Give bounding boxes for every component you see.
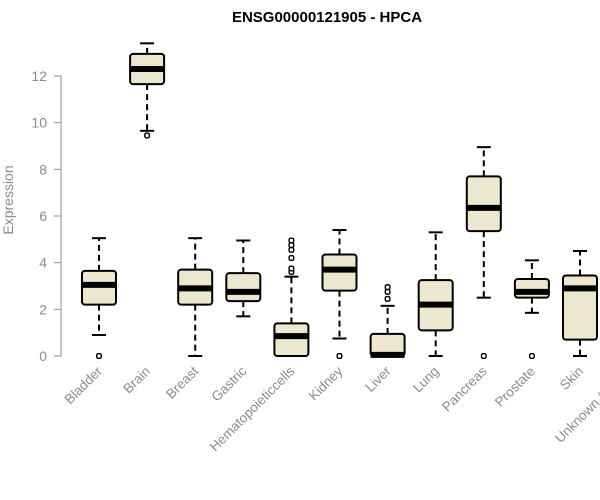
x-tick-label: Skin bbox=[557, 364, 586, 393]
x-tick-label: Pancreas bbox=[439, 363, 490, 414]
outlier-point bbox=[528, 353, 535, 360]
outlier-point bbox=[288, 246, 295, 253]
y-tick-label: 6 bbox=[39, 208, 47, 224]
iqr-box bbox=[273, 322, 310, 358]
box-7 bbox=[417, 231, 454, 357]
box-4 bbox=[273, 237, 310, 358]
y-tick-label: 4 bbox=[39, 255, 47, 271]
box-3 bbox=[225, 239, 262, 318]
box-1 bbox=[129, 42, 166, 139]
outlier-point bbox=[384, 288, 391, 295]
outlier-point bbox=[288, 254, 295, 261]
boxes-layer bbox=[81, 42, 598, 360]
iqr-box bbox=[225, 272, 262, 303]
outlier-point bbox=[480, 353, 487, 360]
iqr-box bbox=[562, 274, 598, 341]
x-tick-label: Breast bbox=[163, 363, 201, 401]
y-tick-label: 2 bbox=[39, 301, 47, 317]
x-tick-label: Kidney bbox=[306, 363, 346, 403]
box-0 bbox=[81, 237, 117, 360]
outlier-point bbox=[144, 132, 151, 139]
box-5 bbox=[321, 229, 358, 360]
outlier-point bbox=[95, 353, 102, 360]
y-tick-label: 8 bbox=[39, 161, 47, 177]
x-tick-labels: Bladder Brain Breast GastricHematopoieticce… bbox=[62, 363, 600, 454]
x-tick-label: Brain bbox=[120, 364, 153, 397]
y-tick-label: 12 bbox=[31, 68, 47, 84]
outlier-point bbox=[288, 242, 295, 249]
iqr-box bbox=[513, 278, 550, 299]
y-tick-label: 10 bbox=[31, 115, 47, 131]
x-tick-label: Prostate bbox=[492, 364, 538, 410]
box-6 bbox=[369, 284, 406, 358]
iqr-box bbox=[465, 175, 502, 233]
outlier-point bbox=[384, 284, 391, 291]
x-tick-label: Bladder bbox=[62, 363, 106, 407]
outlier-point bbox=[288, 237, 295, 244]
box-9 bbox=[513, 259, 550, 360]
chart-title: ENSG00000121905 - HPCA bbox=[232, 9, 422, 26]
x-tick-label: Liver bbox=[362, 363, 394, 395]
x-tick-label: Gastric bbox=[209, 363, 250, 404]
y-axis-label: Expression bbox=[0, 165, 16, 234]
outlier-point bbox=[336, 353, 343, 360]
x-tick-label: Hematopoieticcells bbox=[207, 363, 298, 454]
y-tick-label: 0 bbox=[39, 348, 47, 364]
box-2 bbox=[177, 237, 214, 357]
x-tick-label: Lung bbox=[410, 364, 442, 396]
outlier-point bbox=[384, 295, 391, 302]
outlier-point bbox=[288, 265, 295, 272]
y-axis: 0 2 4 6 8 10 12 bbox=[31, 68, 62, 364]
box-8 bbox=[465, 146, 502, 360]
box-10 bbox=[562, 250, 598, 357]
